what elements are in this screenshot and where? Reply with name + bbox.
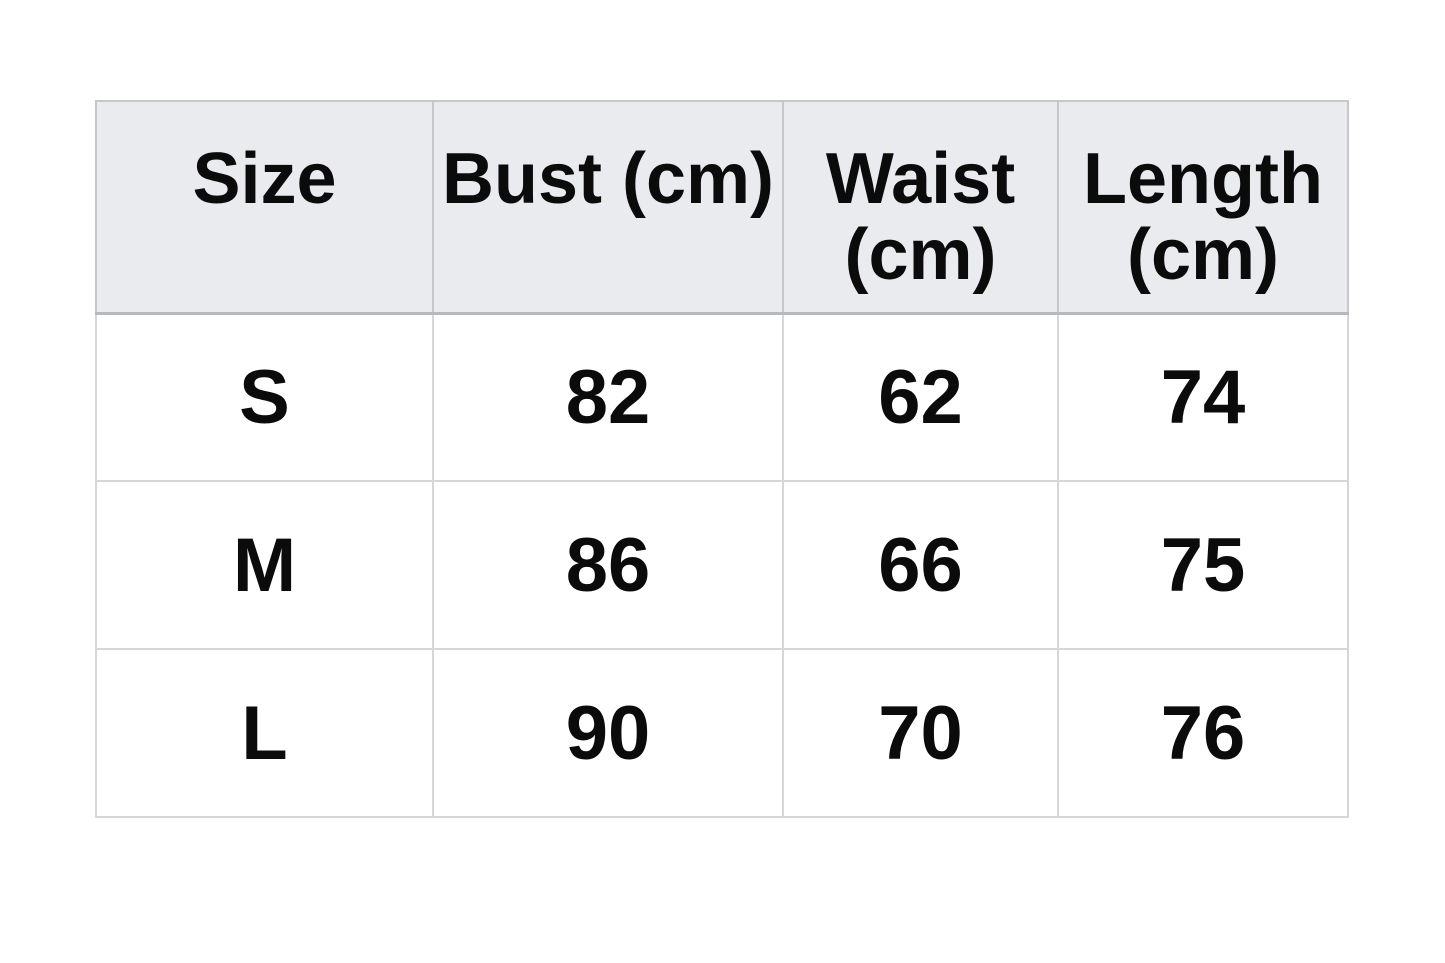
cell-size: L — [95, 648, 434, 818]
header-cell-waist: Waist (cm) — [782, 100, 1059, 315]
table-row-l: L 90 70 76 — [95, 648, 1349, 818]
cell-length: 75 — [1057, 480, 1349, 650]
cell-waist: 62 — [782, 312, 1059, 482]
cell-waist: 66 — [782, 480, 1059, 650]
header-cell-size: Size — [95, 100, 434, 315]
table-row-s: S 82 62 74 — [95, 312, 1349, 482]
cell-size: S — [95, 312, 434, 482]
cell-size: M — [95, 480, 434, 650]
size-chart-table: Size Bust (cm) Waist (cm) Length (cm) S … — [95, 100, 1349, 818]
cell-length: 74 — [1057, 312, 1349, 482]
cell-bust: 82 — [432, 312, 784, 482]
table-row-m: M 86 66 75 — [95, 480, 1349, 650]
cell-length: 76 — [1057, 648, 1349, 818]
header-cell-bust: Bust (cm) — [432, 100, 784, 315]
header-row: Size Bust (cm) Waist (cm) Length (cm) — [95, 100, 1349, 315]
header-cell-length: Length (cm) — [1057, 100, 1349, 315]
cell-bust: 86 — [432, 480, 784, 650]
cell-bust: 90 — [432, 648, 784, 818]
cell-waist: 70 — [782, 648, 1059, 818]
